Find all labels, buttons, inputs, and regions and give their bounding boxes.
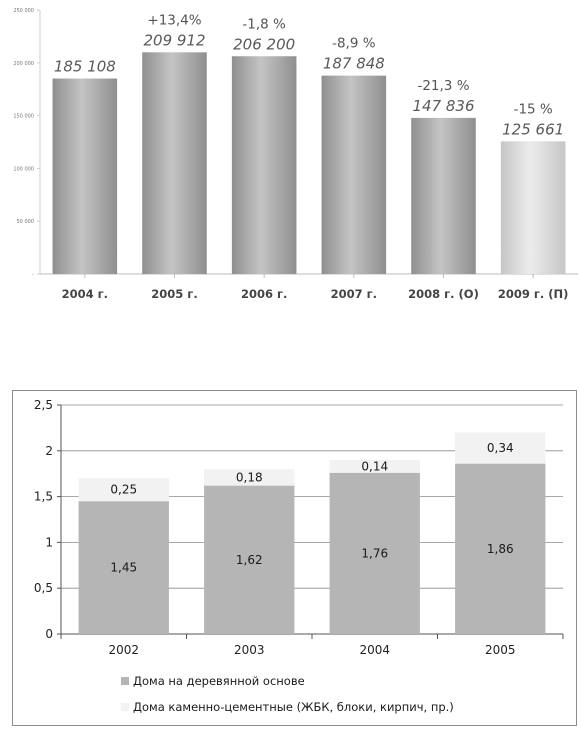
x-tick-label: 2005 — [485, 643, 516, 657]
bar-segment-label: 1,62 — [236, 553, 263, 567]
bar-segment-label: 1,45 — [110, 561, 137, 575]
x-tick-label: 2007 г. — [331, 287, 377, 301]
bar-value-label: 209 912 — [143, 31, 205, 49]
y-tick-label: 50 000 — [17, 219, 35, 225]
chart-housing-stacked-frame: 0 0,5 1 1,5 2 2,5 1,45 0,25 2002 1,62 0,18 2003 1,76… — [12, 390, 577, 726]
bar-segment-stone — [329, 459, 420, 473]
y-tick-label: 150 000 — [13, 114, 34, 120]
bar-segment-label: 0,25 — [110, 483, 137, 497]
y-tick-label: 0 — [45, 627, 53, 641]
bar-change-label: -8,9 % — [332, 36, 376, 52]
bar-segment-label: 0,34 — [487, 441, 514, 455]
bar-segment-label: 0,18 — [236, 470, 263, 484]
bar — [231, 56, 297, 274]
bar-segment-label: 0,14 — [361, 459, 388, 473]
chart-housing-stacked: 0 0,5 1 1,5 2 2,5 1,45 0,25 2002 1,62 0,18 2003 1,76… — [34, 398, 564, 657]
x-tick-label: 2009 г. (П) — [498, 287, 569, 301]
x-tick-label: 2003 — [234, 643, 265, 657]
legend-label-wood: Дома на деревянной основе — [133, 674, 305, 688]
bar-change-label: +13,4% — [147, 12, 201, 28]
legend-label-stone: Дома каменно-цементные (ЖБК, блоки, кирп… — [133, 700, 454, 714]
legend-swatch-stone — [121, 703, 129, 711]
chart-housing-volume: - 50 000 100 000 150 000 200 000 250 000 2004 … — [13, 8, 578, 301]
bar — [142, 52, 207, 274]
bar-segment-wood — [78, 501, 169, 634]
y-tick-label: 100 000 — [13, 166, 34, 172]
y-tick-label: 250 000 — [13, 8, 34, 14]
bar-change-label: -21,3 % — [417, 78, 469, 94]
bar-segment-label: 1,86 — [487, 542, 514, 556]
y-tick-label: 0,5 — [34, 581, 53, 595]
bar-segment-stone — [78, 478, 169, 502]
y-tick-label: 200 000 — [13, 61, 34, 67]
bar-change-label: -15 % — [514, 101, 553, 117]
y-tick-label: - — [32, 272, 34, 278]
bar — [500, 141, 566, 274]
x-tick-label: 2005 г. — [151, 287, 197, 301]
legend-item-stone: Дома каменно-цементные (ЖБК, блоки, кирп… — [121, 699, 454, 715]
legend-item-wood: Дома на деревянной основе — [121, 673, 454, 689]
bar-segment-stone — [204, 469, 295, 486]
bar — [52, 78, 118, 274]
bar-segment-wood — [204, 485, 295, 634]
bar-value-label: 185 108 — [54, 58, 116, 76]
y-tick-label: 2,5 — [34, 398, 53, 412]
x-tick-label: 2004 — [359, 643, 390, 657]
x-tick-label: 2004 г. — [62, 287, 108, 301]
x-tick-label: 2002 — [108, 643, 139, 657]
bar-change-label: -1,8 % — [242, 16, 286, 32]
bar — [321, 75, 387, 275]
x-tick-label: 2006 г. — [241, 287, 287, 301]
y-tick-label: 1 — [45, 535, 53, 549]
bar-value-label: 206 200 — [233, 35, 295, 53]
x-tick-label: 2008 г. (О) — [408, 287, 479, 301]
bar-segment-label: 1,76 — [361, 546, 388, 560]
bar-segment-wood — [455, 463, 546, 634]
bar-value-label: 187 848 — [323, 55, 385, 73]
bar-segment-stone — [455, 432, 546, 464]
bar-value-label: 125 661 — [502, 120, 564, 138]
bar — [411, 117, 476, 274]
y-tick-label: 1,5 — [34, 490, 53, 504]
bar-value-label: 147 836 — [412, 97, 474, 115]
legend-swatch-wood — [121, 677, 129, 685]
bar-segment-wood — [329, 472, 420, 634]
y-tick-label: 2 — [45, 444, 53, 458]
chart-legend: Дома на деревянной основе Дома каменно-ц… — [121, 673, 454, 715]
